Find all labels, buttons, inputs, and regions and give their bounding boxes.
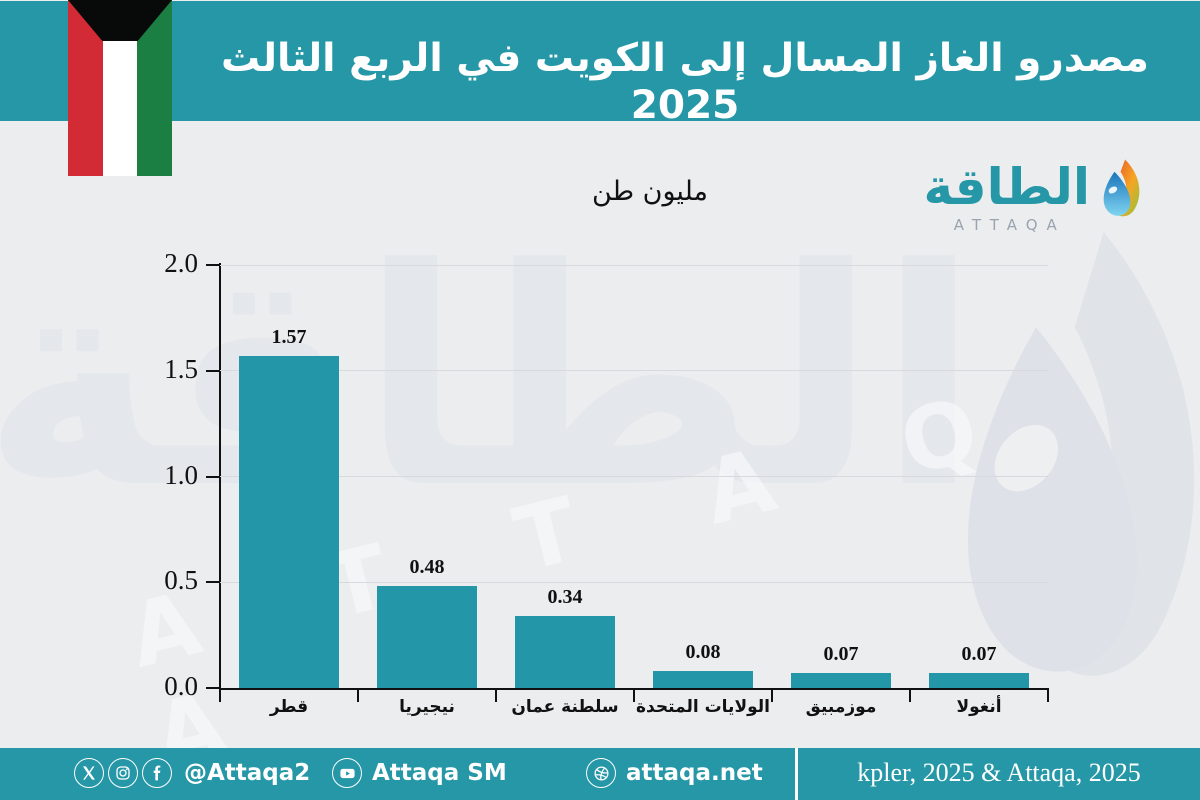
footer-bar: @Attaqa2 Attaqa SM attaqa.net kpler, 202…: [0, 748, 1200, 800]
units-label: مليون طن: [592, 176, 708, 207]
category-label: موزمبيق: [805, 697, 877, 717]
source-credit: kpler, 2025 & Attaqa, 2025: [857, 758, 1141, 787]
bar-value-label: 0.07: [823, 643, 859, 666]
bar-3: [515, 616, 615, 688]
y-axis-tick-label: 2.0: [164, 248, 198, 278]
bar-value-label: 0.48: [409, 556, 445, 579]
x-axis-tick: [1047, 690, 1049, 702]
x-axis-tick: [771, 690, 773, 702]
bar-5: [791, 673, 891, 688]
y-axis-tick-label: 0.0: [164, 671, 198, 701]
bar-value-label: 0.07: [961, 643, 997, 666]
bar-1: [239, 355, 339, 688]
logo-droplet-flame-icon: [1103, 159, 1140, 217]
y-axis-tick: [206, 369, 220, 372]
y-axis-tick: [206, 264, 220, 266]
x-axis-line: [219, 688, 1049, 690]
header-bar: [0, 1, 1200, 121]
social-handle[interactable]: @Attaqa2: [184, 760, 311, 786]
watermark-arabic-text: الطاقة: [0, 205, 980, 554]
youtube-channel-label[interactable]: Attaqa SM: [372, 760, 507, 786]
y-gridline: [220, 370, 1048, 372]
x-axis-tick: [909, 690, 911, 702]
logo-arabic-wordmark: الطاقة: [923, 158, 1090, 216]
watermark-droplet-icon: [967, 231, 1195, 676]
page-title: مصدرو الغاز المسال إلى الكويت في الربع ا…: [221, 36, 1149, 128]
attaqa-logo: الطاقة ATTAQA: [924, 158, 1142, 234]
kuwait-flag: [68, 0, 172, 176]
y-axis-tick-label: 1.5: [164, 353, 198, 384]
instagram-icon[interactable]: [108, 758, 138, 788]
category-label: قطر: [269, 697, 309, 717]
category-label: أنغولا: [956, 697, 1002, 717]
y-gridline: [220, 581, 1048, 583]
bar-value-label: 1.57: [271, 325, 307, 348]
website-url[interactable]: attaqa.net: [626, 760, 763, 786]
website-globe-icon[interactable]: [586, 758, 616, 788]
facebook-icon[interactable]: [142, 758, 172, 788]
y-axis-tick: [206, 475, 220, 478]
y-gridline: [220, 476, 1048, 477]
footer-divider: [795, 748, 798, 800]
x-axis-tick: [495, 690, 497, 702]
bar-value-label: 0.08: [685, 641, 721, 664]
y-gridline: [220, 264, 1048, 266]
youtube-icon[interactable]: [332, 758, 362, 788]
y-axis-tick-label: 1.0: [164, 459, 198, 490]
y-axis-tick: [206, 581, 220, 584]
x-axis-tick: [633, 690, 635, 702]
y-axis-tick: [206, 687, 220, 689]
x-axis-tick: [219, 690, 221, 702]
y-axis-tick-label: 0.5: [164, 565, 198, 596]
bar-2: [377, 586, 477, 688]
x-twitter-icon[interactable]: [74, 758, 104, 788]
x-axis-tick: [357, 690, 359, 702]
bar-6: [929, 673, 1029, 688]
category-label: نيجيريا: [399, 697, 455, 717]
category-label: سلطنة عمان: [511, 697, 619, 717]
bar-4: [653, 671, 753, 688]
bar-value-label: 0.34: [547, 586, 583, 609]
logo-latin-wordmark: ATTAQA: [953, 216, 1066, 234]
category-label: الولايات المتحدة: [636, 697, 770, 717]
